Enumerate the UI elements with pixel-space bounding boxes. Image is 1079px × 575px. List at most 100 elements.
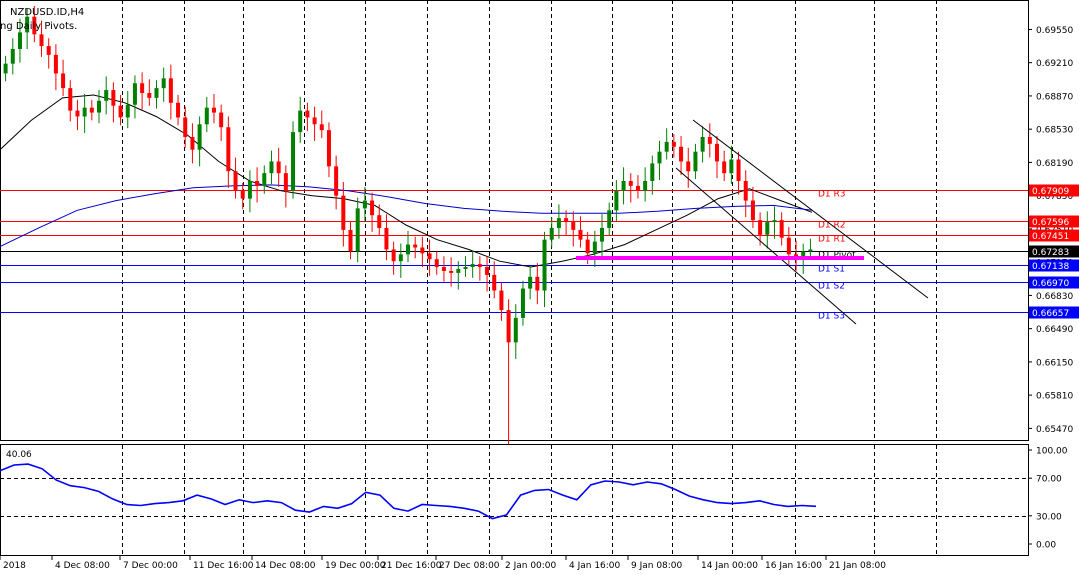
x-tick-label: 9 Jan 08:00 [631, 561, 683, 571]
moving-average-line [0, 184, 813, 247]
x-tick-label: 2 Jan 00:00 [505, 561, 557, 571]
price-tag-label: 0.66970 [1032, 279, 1069, 289]
candle-body [140, 83, 145, 93]
candle-body [528, 276, 533, 289]
candle-body [707, 137, 712, 144]
candle-body [82, 107, 87, 117]
chart-title: NZDUSD.ID,H4 [10, 7, 84, 18]
x-tick-label: 4 Dec 08:00 [55, 561, 110, 571]
candle-body [585, 239, 590, 254]
price-tag [1029, 215, 1079, 228]
candle-body [348, 229, 353, 252]
candle-body [39, 34, 44, 47]
candle-body [89, 107, 94, 113]
y-tick-label: 0.68530 [1036, 126, 1073, 136]
moving-average-line [0, 94, 813, 268]
candle-body [398, 254, 403, 262]
x-tick-label: 2018 [3, 561, 26, 571]
y-tick-label: 0.69210 [1036, 59, 1073, 69]
price-tag [1029, 245, 1079, 258]
price-tag [1029, 229, 1079, 242]
x-tick-label: 21 Jan 08:00 [829, 561, 886, 571]
candle-body [772, 220, 777, 223]
candle-body [219, 112, 224, 128]
y-tick-label: 100.00 [1036, 447, 1068, 457]
candle-body [607, 210, 612, 228]
candle-body [614, 190, 619, 211]
price-tag-label: 0.67596 [1032, 218, 1069, 228]
y-tick-label: 0.65810 [1036, 392, 1073, 402]
x-tick-label: 27 Dec 08:00 [439, 561, 500, 571]
y-tick-label: 0.65470 [1036, 425, 1073, 435]
sub-pane-border [0, 444, 1029, 556]
candle-body [168, 78, 173, 103]
candle-body [32, 16, 37, 35]
y-tick-label: 0.68870 [1036, 92, 1073, 102]
y-tick-label: 30.00 [1036, 512, 1062, 522]
pivot-label: D1 R1 [818, 235, 846, 245]
candle-body [456, 269, 461, 273]
x-tick-label: 4 Jan 16:00 [569, 561, 621, 571]
candle-body [801, 251, 806, 258]
candle-body [542, 239, 547, 291]
candle-body [758, 220, 763, 235]
price-tag [1029, 259, 1079, 272]
candle-body [513, 317, 518, 343]
candle-body [427, 253, 432, 260]
candle-body [305, 110, 310, 118]
price-tag-label: 0.67451 [1032, 232, 1069, 242]
candle-body [470, 264, 475, 268]
candle-body [434, 259, 439, 268]
candle-body [578, 229, 583, 240]
candle-body [75, 110, 80, 117]
candle-body [355, 208, 360, 252]
x-tick-label: 14 Jan 00:00 [701, 561, 758, 571]
candle-body [808, 249, 813, 252]
candle-body [406, 244, 410, 255]
pivot-label: D1 S2 [818, 282, 845, 292]
candle-body [176, 102, 181, 118]
candle-body [564, 218, 569, 223]
candle-body [154, 88, 159, 98]
candle-body [118, 105, 123, 118]
candle-body [61, 73, 66, 89]
candle-body [132, 83, 137, 105]
candle-body [750, 200, 755, 221]
candle-body [650, 163, 655, 181]
candle-body [68, 88, 73, 111]
x-tick-label: 16 Jan 16:00 [765, 561, 822, 571]
pivot-label: D1 S1 [818, 265, 845, 275]
candle-body [204, 107, 209, 125]
candle-body [341, 195, 346, 230]
candle-body [255, 181, 260, 186]
candle-body [693, 151, 698, 172]
candle-body [25, 16, 30, 33]
candle-body [506, 310, 511, 343]
candle-body [628, 181, 633, 186]
price-tag [1029, 184, 1079, 197]
candle-body [312, 117, 317, 125]
candle-body [161, 78, 166, 89]
candle-body [125, 104, 130, 118]
candle-body [492, 274, 497, 291]
candle-body [736, 159, 741, 181]
candle-body [197, 124, 202, 150]
candle-body [449, 270, 454, 273]
price-chart-pane: 0.69550 0.69210 0.68870 0.68530 0.68190 0.678… [0, 0, 1079, 445]
candle-body [420, 247, 425, 254]
candle-body [233, 171, 238, 191]
candle-body [334, 166, 339, 196]
candle-body [499, 290, 504, 311]
candle-body [600, 227, 605, 242]
candle-body [211, 107, 216, 113]
pivot-label: D1 S3 [818, 312, 845, 322]
pivot-label: D1 Pivot [818, 251, 856, 261]
indicator-label: ng Daily Pivots. [0, 21, 77, 32]
candle-body [276, 161, 281, 174]
x-axis: 2018 4 Dec 08:00 7 Dec 00:00 11 Dec 16:00 14… [0, 556, 886, 571]
channel-line-upper [692, 119, 929, 299]
pivot-label: D1 R3 [818, 190, 846, 200]
candle-body [794, 254, 799, 258]
candle-body [17, 32, 22, 49]
candle-body [671, 141, 676, 147]
